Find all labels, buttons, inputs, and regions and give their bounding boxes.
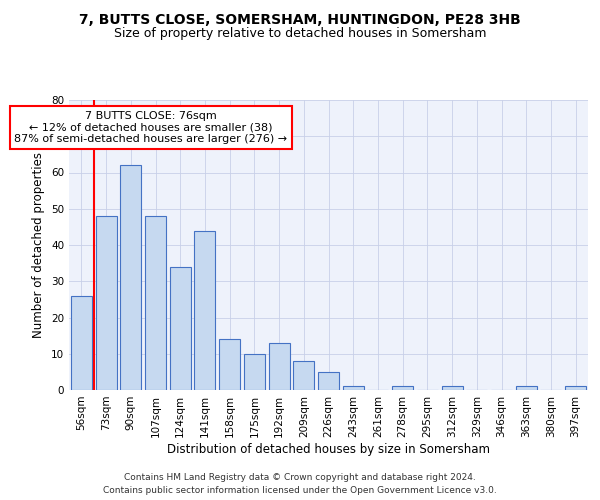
Bar	[244, 354, 265, 390]
Text: Size of property relative to detached houses in Somersham: Size of property relative to detached ho…	[114, 28, 486, 40]
Bar	[318, 372, 339, 390]
Bar	[343, 386, 364, 390]
Text: 7, BUTTS CLOSE, SOMERSHAM, HUNTINGDON, PE28 3HB: 7, BUTTS CLOSE, SOMERSHAM, HUNTINGDON, P…	[79, 12, 521, 26]
Text: Contains HM Land Registry data © Crown copyright and database right 2024.: Contains HM Land Registry data © Crown c…	[124, 472, 476, 482]
Bar	[219, 339, 240, 390]
Bar	[71, 296, 92, 390]
Text: Contains public sector information licensed under the Open Government Licence v3: Contains public sector information licen…	[103, 486, 497, 495]
Bar	[269, 343, 290, 390]
Y-axis label: Number of detached properties: Number of detached properties	[32, 152, 46, 338]
Bar	[293, 361, 314, 390]
Bar	[442, 386, 463, 390]
Bar	[516, 386, 537, 390]
Bar	[145, 216, 166, 390]
Bar	[170, 267, 191, 390]
Bar	[565, 386, 586, 390]
Text: Distribution of detached houses by size in Somersham: Distribution of detached houses by size …	[167, 442, 490, 456]
Text: 7 BUTTS CLOSE: 76sqm
← 12% of detached houses are smaller (38)
87% of semi-detac: 7 BUTTS CLOSE: 76sqm ← 12% of detached h…	[14, 111, 287, 144]
Bar	[194, 230, 215, 390]
Bar	[95, 216, 116, 390]
Bar	[392, 386, 413, 390]
Bar	[120, 165, 141, 390]
